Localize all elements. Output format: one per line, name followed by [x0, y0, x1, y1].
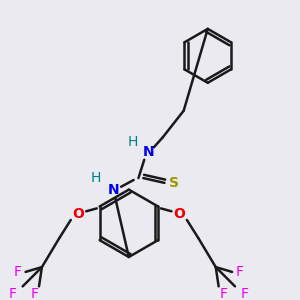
Text: O: O [73, 207, 84, 221]
Text: O: O [173, 207, 185, 221]
Text: F: F [9, 287, 17, 300]
Text: F: F [30, 287, 38, 300]
Text: S: S [169, 176, 179, 190]
Text: F: F [220, 287, 227, 300]
Text: H: H [128, 136, 138, 149]
Text: N: N [142, 145, 154, 159]
Text: F: F [14, 265, 22, 279]
Text: H: H [91, 171, 101, 185]
Text: F: F [236, 265, 244, 279]
Text: F: F [241, 287, 249, 300]
Text: N: N [108, 183, 119, 196]
